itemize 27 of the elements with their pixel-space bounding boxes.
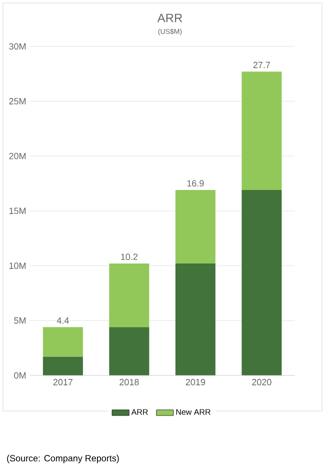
- bar: [109, 327, 150, 376]
- bar: [242, 72, 282, 190]
- x-tick-label: 2020: [252, 378, 272, 386]
- bar: [175, 190, 216, 264]
- bar: [175, 264, 216, 376]
- chart-title: ARR: [157, 14, 182, 22]
- legend-label: ARR: [131, 409, 148, 415]
- total-label: 27.7: [253, 62, 270, 68]
- legend-label: New ARR: [176, 409, 210, 415]
- bar: [109, 264, 150, 328]
- y-tick-label: 0M: [14, 372, 26, 379]
- total-label: 4.4: [56, 317, 69, 324]
- x-tick-label: 2019: [186, 378, 206, 386]
- y-tick-label: 25M: [9, 98, 26, 104]
- total-label: 16.9: [187, 180, 204, 187]
- bar: [42, 327, 83, 357]
- y-tick-label: 20M: [9, 152, 26, 160]
- total-label: 10.2: [121, 254, 138, 260]
- text: (Source: Company Reports): [7, 454, 119, 464]
- y-tick-label: 30M: [9, 43, 26, 50]
- y-tick-label: 5M: [14, 317, 26, 324]
- bar: [42, 356, 83, 376]
- y-tick-label: 10M: [9, 262, 26, 269]
- bar: [242, 190, 282, 376]
- x-tick-label: 2018: [120, 378, 139, 386]
- y-tick-label: 15M: [9, 208, 26, 214]
- x-tick-label: 2017: [53, 378, 72, 386]
